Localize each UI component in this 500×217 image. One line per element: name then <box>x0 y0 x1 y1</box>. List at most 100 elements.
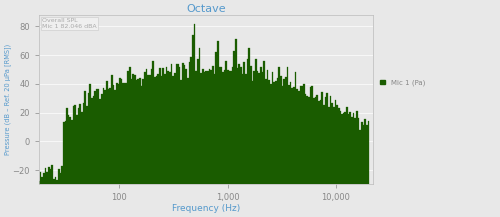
Bar <box>250 66 252 184</box>
Bar <box>265 79 266 184</box>
Bar <box>81 112 82 184</box>
Title: Octave: Octave <box>186 4 226 14</box>
Bar <box>61 166 63 184</box>
Bar <box>94 92 96 184</box>
Bar <box>230 71 232 184</box>
Bar <box>262 72 264 184</box>
Bar <box>200 73 202 184</box>
Bar <box>54 177 56 184</box>
Bar <box>102 88 104 184</box>
Bar <box>50 169 51 184</box>
Bar <box>362 125 364 184</box>
Bar <box>150 69 152 184</box>
Bar <box>220 67 222 184</box>
Bar <box>101 94 102 184</box>
Bar <box>182 63 184 184</box>
Bar <box>356 111 358 184</box>
Bar <box>245 74 246 184</box>
Bar <box>300 86 302 184</box>
Bar <box>308 97 310 184</box>
Bar <box>314 97 316 184</box>
Bar <box>351 117 353 184</box>
Bar <box>334 100 336 184</box>
Bar <box>264 61 265 184</box>
Bar <box>238 64 240 184</box>
Bar <box>260 67 262 184</box>
Bar <box>290 82 292 184</box>
Y-axis label: Pressure (dB – Ref. 20 μPa [RMS]): Pressure (dB – Ref. 20 μPa [RMS]) <box>4 44 11 155</box>
Bar <box>48 167 50 184</box>
Bar <box>266 70 268 184</box>
Bar <box>196 71 197 184</box>
Bar <box>116 83 117 184</box>
Bar <box>353 113 354 184</box>
Bar <box>316 95 318 184</box>
Bar <box>158 74 159 184</box>
Bar <box>312 86 313 184</box>
Bar <box>174 73 176 184</box>
Bar <box>242 74 244 184</box>
Bar <box>252 81 254 184</box>
Bar <box>148 75 149 184</box>
Bar <box>179 67 180 184</box>
Bar <box>144 72 146 184</box>
Bar <box>82 103 84 184</box>
Bar <box>235 39 237 184</box>
Bar <box>204 72 206 184</box>
Bar <box>256 71 258 184</box>
Bar <box>224 69 225 184</box>
Bar <box>118 84 119 184</box>
Bar <box>288 85 290 184</box>
Bar <box>198 48 200 184</box>
Bar <box>68 115 70 184</box>
Bar <box>40 173 42 184</box>
Bar <box>88 93 90 184</box>
Bar <box>138 79 139 184</box>
Bar <box>237 68 238 184</box>
Bar <box>136 80 138 184</box>
Bar <box>166 67 167 184</box>
Bar <box>86 106 88 184</box>
Bar <box>56 180 58 184</box>
Bar <box>322 92 323 184</box>
Bar <box>96 89 98 184</box>
Bar <box>208 69 210 184</box>
Bar <box>192 35 194 184</box>
Bar <box>159 68 160 184</box>
Bar <box>146 69 148 184</box>
Bar <box>232 67 234 184</box>
Bar <box>258 73 260 184</box>
Bar <box>320 100 322 184</box>
Bar <box>131 79 132 184</box>
Bar <box>100 99 101 184</box>
Bar <box>346 107 348 184</box>
Bar <box>53 179 54 184</box>
Bar <box>152 61 154 184</box>
Bar <box>122 83 124 184</box>
Bar <box>282 86 283 184</box>
Bar <box>78 108 80 184</box>
Bar <box>248 48 250 184</box>
Bar <box>106 81 108 184</box>
Bar <box>246 59 248 184</box>
Bar <box>292 88 293 184</box>
Bar <box>58 169 59 184</box>
Bar <box>176 64 177 184</box>
Bar <box>98 89 100 184</box>
Bar <box>304 94 306 184</box>
Bar <box>84 91 86 184</box>
Bar <box>214 74 216 184</box>
Bar <box>160 76 162 184</box>
Bar <box>162 68 164 184</box>
Bar <box>343 113 344 184</box>
Bar <box>348 114 350 184</box>
Bar <box>73 106 74 184</box>
Bar <box>121 79 122 184</box>
Bar <box>240 67 242 184</box>
Bar <box>354 118 356 184</box>
Text: Overall SPL
Mic 1 82.046 dBA: Overall SPL Mic 1 82.046 dBA <box>42 18 97 29</box>
Bar <box>119 78 121 184</box>
Bar <box>350 112 351 184</box>
Bar <box>207 71 208 184</box>
Bar <box>126 83 128 184</box>
